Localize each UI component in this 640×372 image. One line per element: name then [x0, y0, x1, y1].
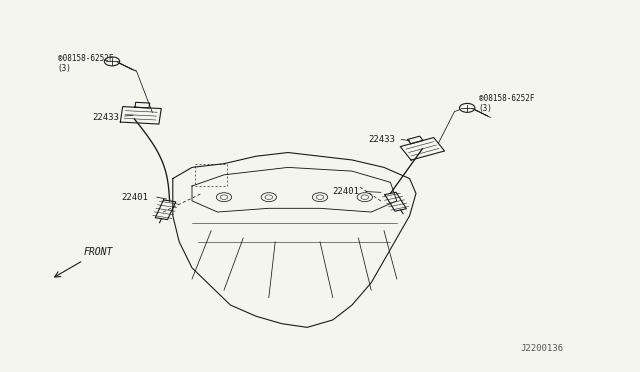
Text: 22433: 22433 [93, 113, 120, 122]
Text: 22401: 22401 [122, 193, 148, 202]
Text: 22401: 22401 [333, 187, 360, 196]
Text: J2200136: J2200136 [520, 344, 563, 353]
Text: FRONT: FRONT [83, 247, 113, 257]
Text: ®08158-6252F
(3): ®08158-6252F (3) [58, 54, 113, 73]
Text: ®08158-6252F
(3): ®08158-6252F (3) [479, 94, 534, 113]
Text: 22433: 22433 [368, 135, 395, 144]
